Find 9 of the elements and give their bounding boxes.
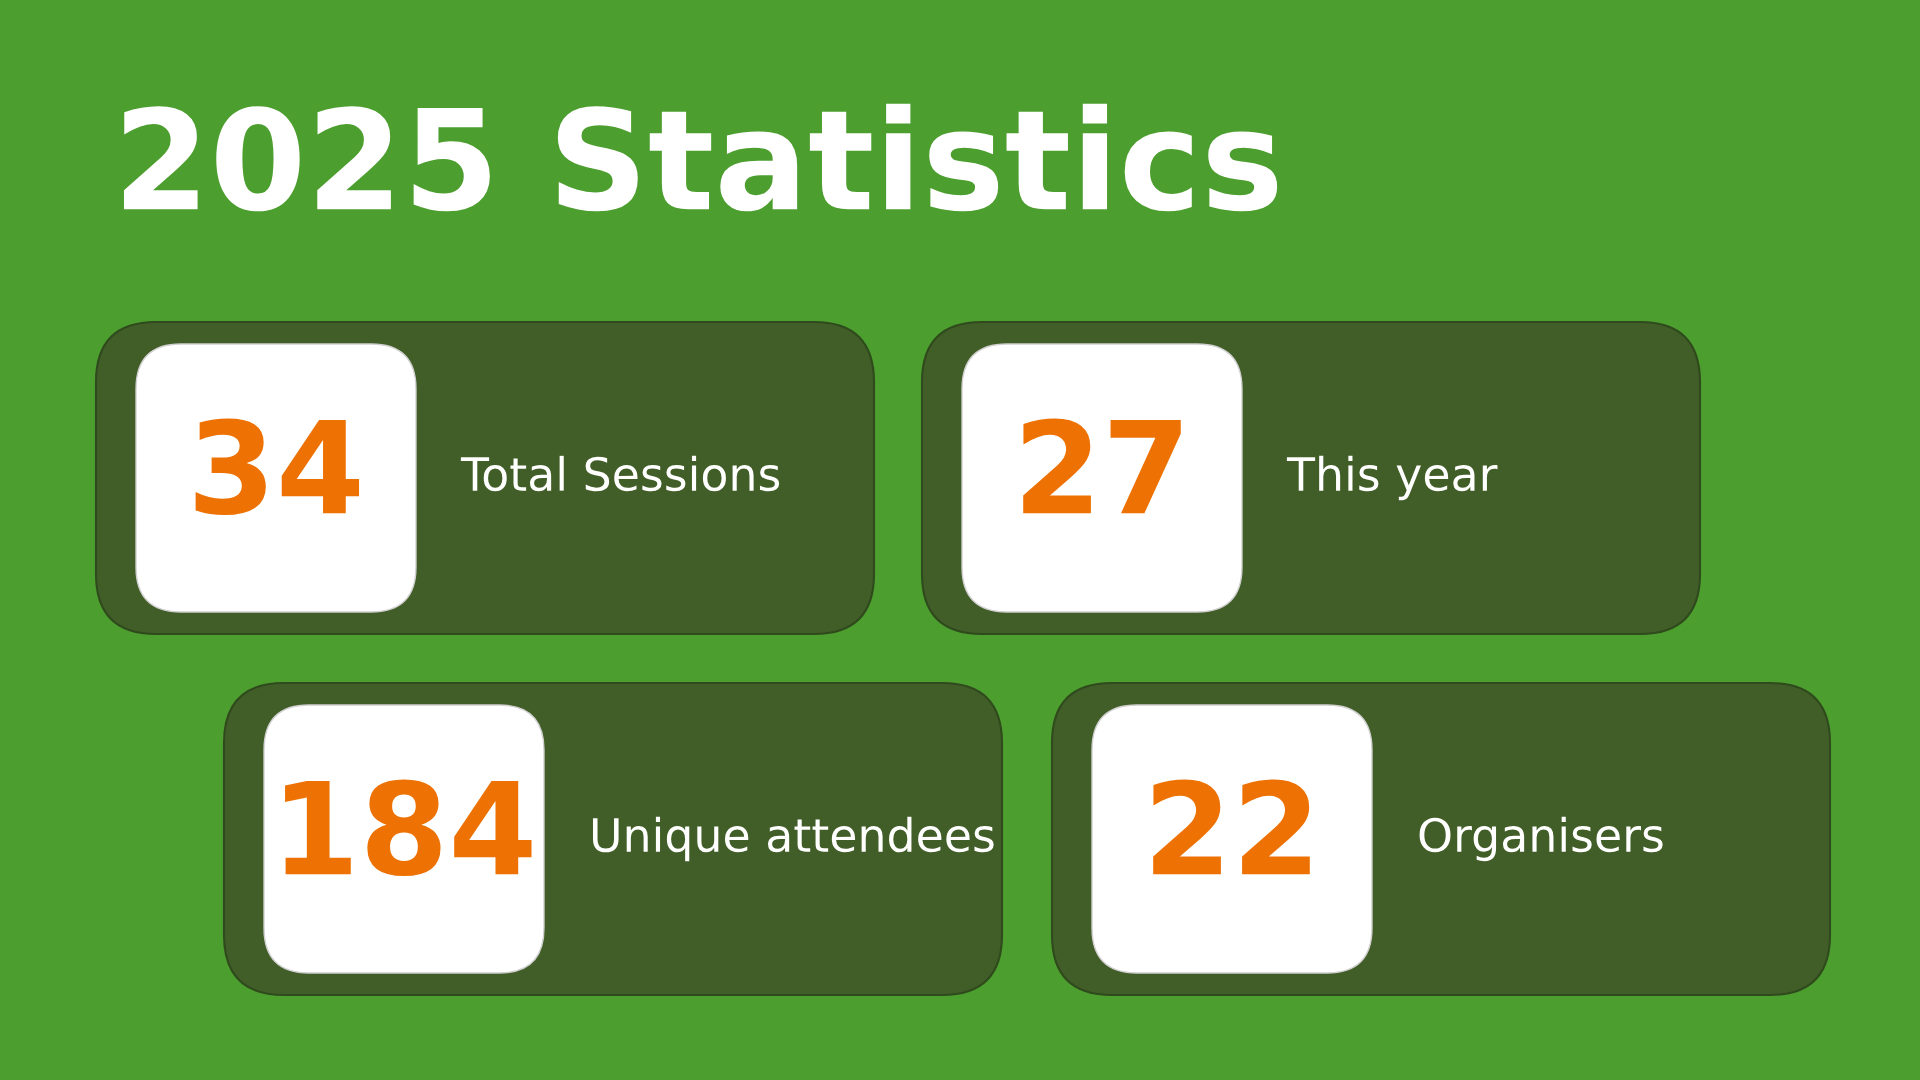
- category-label: This year: [1286, 455, 1498, 501]
- text: 2025 Statistics: [123, 103, 1278, 212]
- category-label: Unique attendees: [592, 816, 994, 862]
- category-label: Organisers: [1419, 816, 1663, 862]
- data-label: 27: [1023, 418, 1181, 514]
- data-label: 22: [1153, 779, 1310, 875]
- category-label: Total Sessions: [460, 455, 780, 492]
- data-label: 184: [285, 779, 532, 877]
- data-label: 34: [195, 418, 360, 516]
